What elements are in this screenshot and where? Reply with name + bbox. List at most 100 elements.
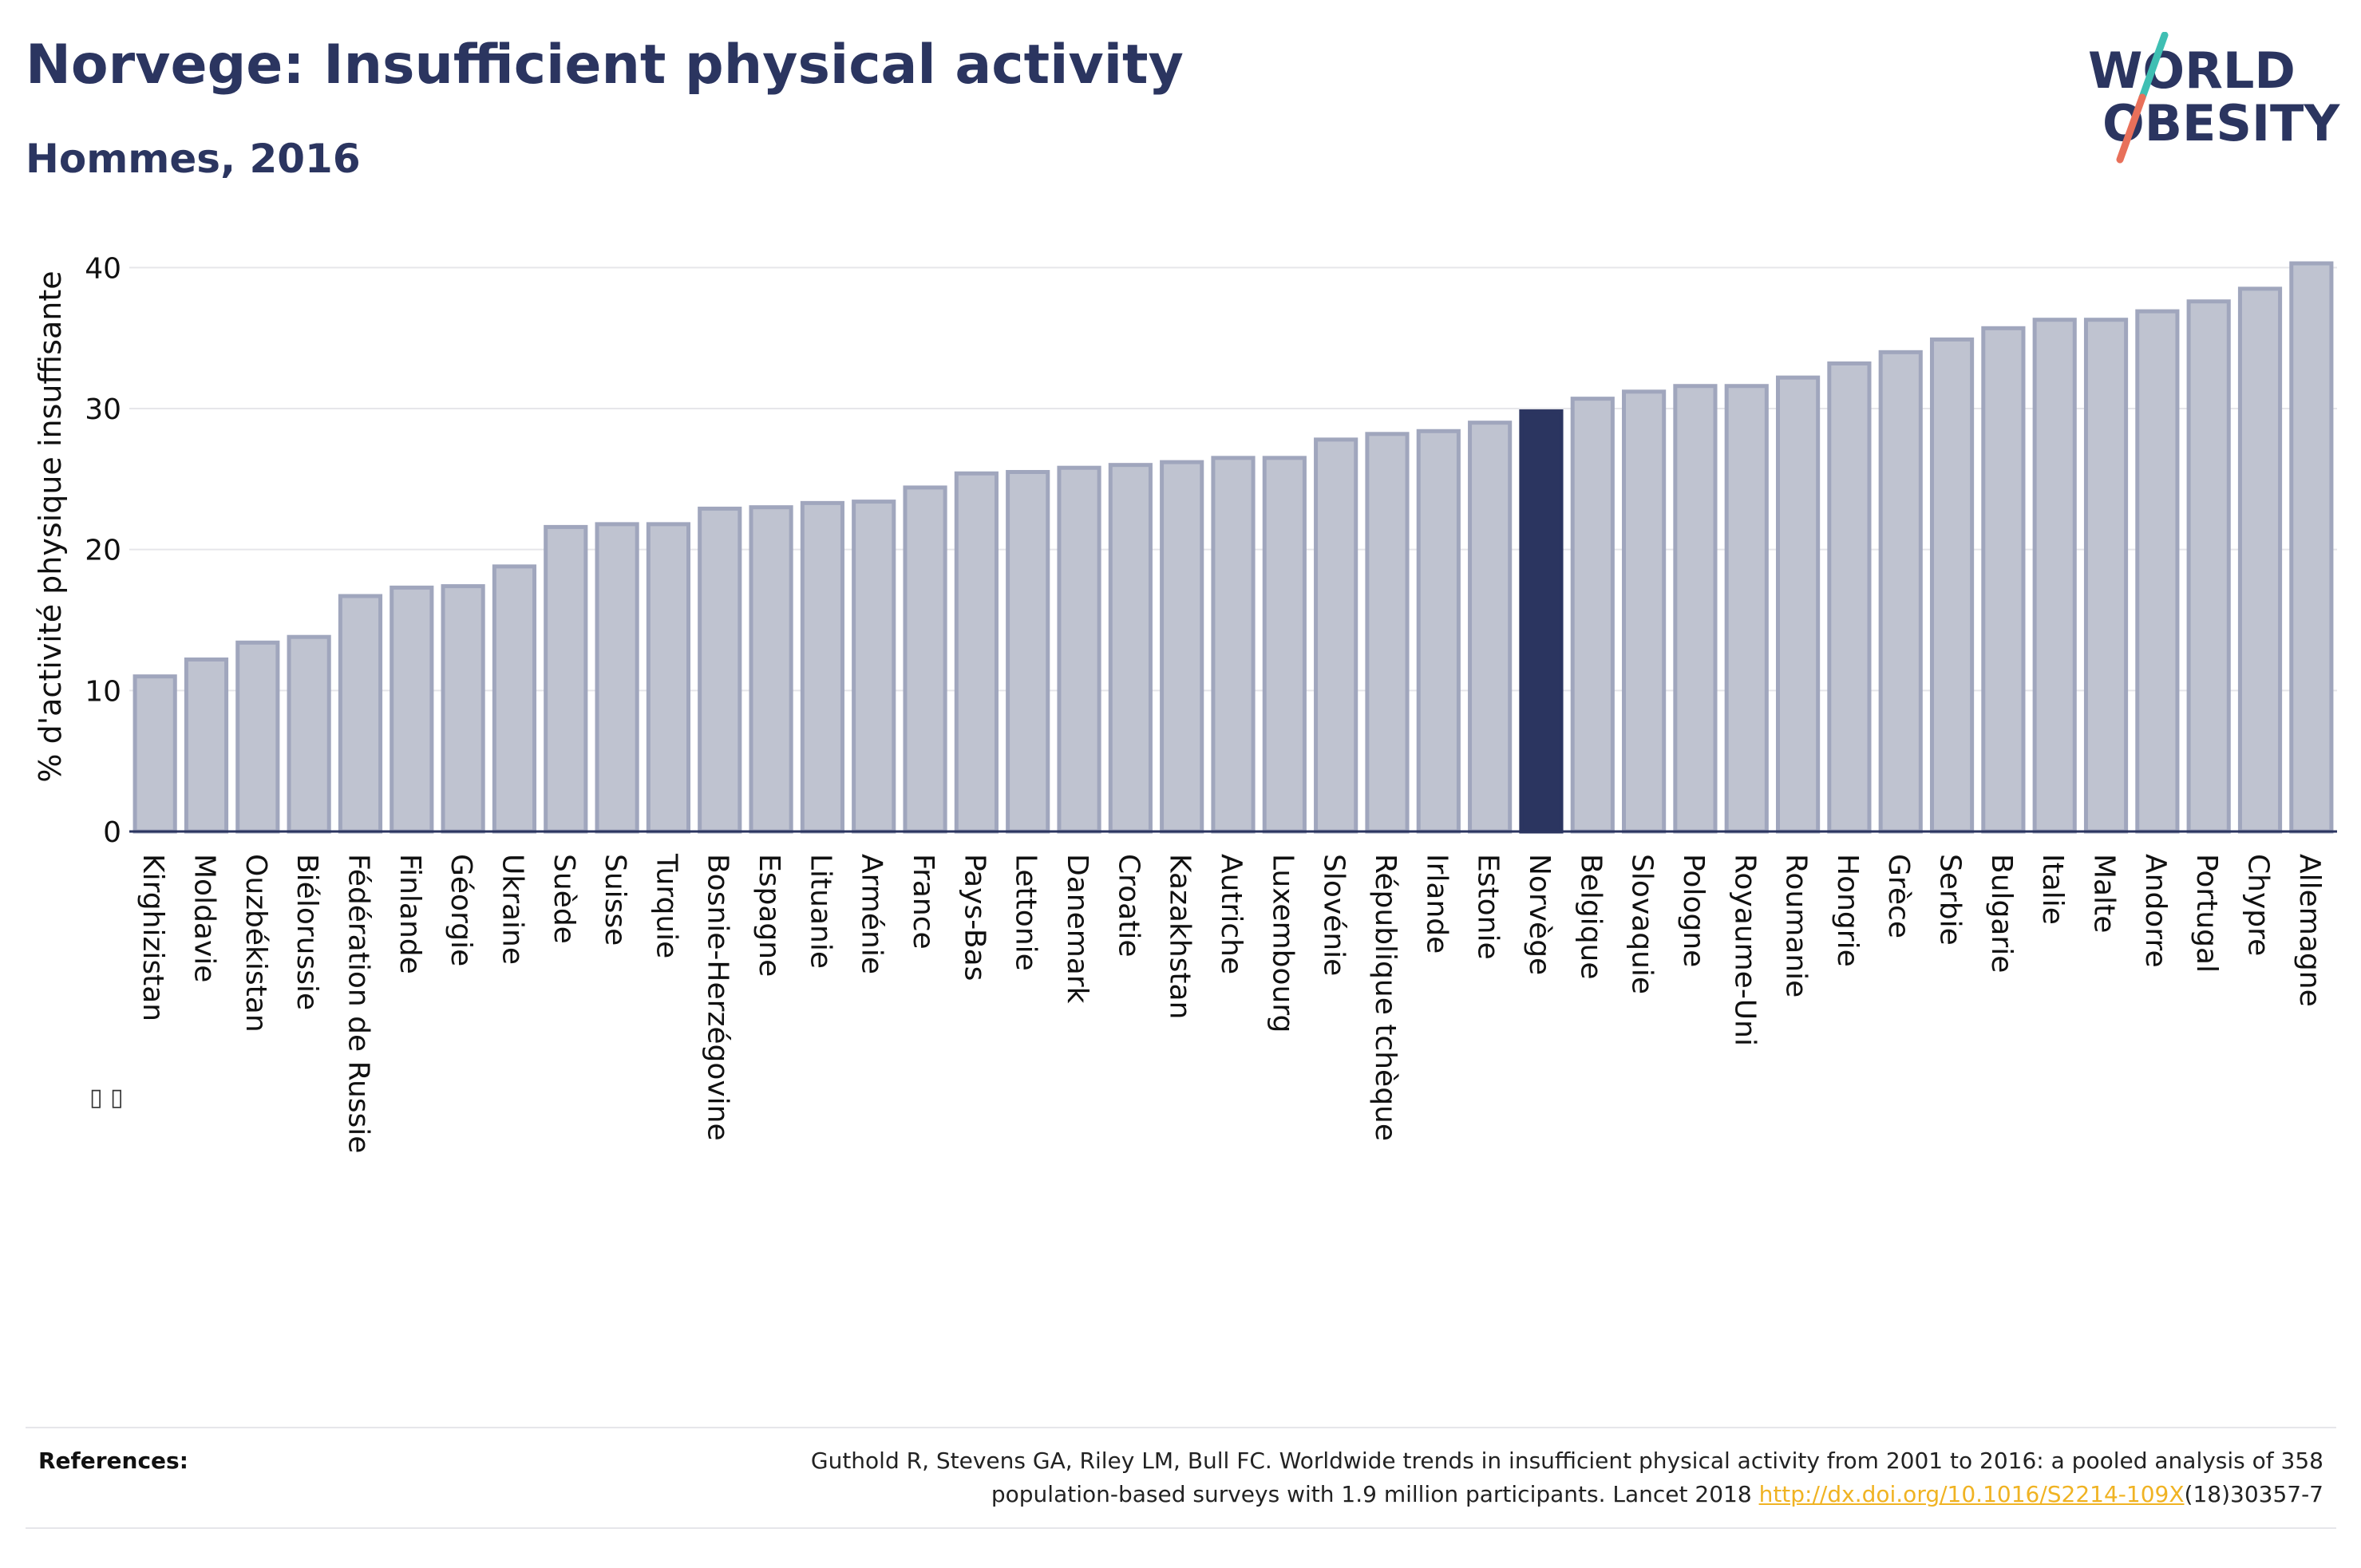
x-tick-label: Autriche [1215, 854, 1248, 974]
references-text: Guthold R, Stevens GA, Riley LM, Bull FC… [488, 1444, 2323, 1511]
x-tick-label: Allemagne [2293, 854, 2326, 1007]
x-tick-label: Malte [2088, 854, 2121, 933]
x-tick-label: Ukraine [496, 854, 528, 965]
x-tick-label: Slovénie [1318, 854, 1351, 976]
x-tick-label: Roumanie [1780, 854, 1813, 997]
reference-line-1: Guthold R, Stevens GA, Riley LM, Bull FC… [810, 1448, 2323, 1474]
bar[interactable] [235, 640, 280, 834]
bar[interactable] [595, 522, 639, 834]
y-tick-label: 20 [85, 535, 121, 567]
chart-toolbar-icons[interactable]: ▯ ▯ [89, 1084, 124, 1112]
bar[interactable] [1365, 432, 1410, 834]
bar[interactable] [954, 471, 999, 834]
x-tick-label: Pologne [1677, 854, 1710, 967]
bar[interactable] [1211, 456, 1256, 834]
bar[interactable] [132, 674, 177, 834]
bar[interactable] [2032, 318, 2077, 834]
y-tick-label: 10 [85, 675, 121, 708]
bar[interactable] [1570, 397, 1615, 834]
bar[interactable] [492, 564, 537, 834]
x-tick-label: Danemark [1061, 854, 1093, 1004]
x-tick-label: Ouzbékistan [239, 854, 272, 1033]
reference-line-2-end: (18)30357-7 [2184, 1481, 2323, 1507]
bar[interactable] [1006, 470, 1050, 834]
x-tick-label: Moldavie [188, 854, 220, 982]
x-tick-label: Finlande [394, 854, 426, 974]
bar[interactable] [2237, 286, 2283, 834]
bar[interactable] [1827, 361, 1872, 834]
x-tick-label: Kazakhstan [1164, 854, 1196, 1019]
x-tick-label: Suisse [599, 854, 631, 946]
bar[interactable] [2186, 299, 2231, 834]
bar[interactable] [1622, 389, 1667, 834]
bar[interactable] [646, 522, 691, 834]
reference-line-2: population-based surveys with 1.9 millio… [488, 1478, 2323, 1511]
bar[interactable] [1724, 384, 1769, 834]
bar[interactable] [903, 485, 947, 834]
bars [132, 261, 2334, 834]
bar[interactable] [1878, 350, 1923, 834]
logo-slash-coral [2116, 93, 2146, 164]
bar[interactable] [287, 634, 331, 834]
bar-highlighted[interactable] [1519, 409, 1564, 834]
bar[interactable] [1416, 429, 1461, 834]
x-tick-label: Estonie [1472, 854, 1505, 960]
bar[interactable] [1057, 465, 1101, 834]
bar-chart: 0 10 20 30 40 Kirghizistan Moldavie Ouzbékistan… [33, 252, 2337, 1153]
x-tick-label: Chypre [2242, 854, 2275, 956]
x-tick-label: Lituanie [804, 854, 836, 969]
bar[interactable] [441, 584, 485, 834]
bar[interactable] [749, 505, 793, 834]
x-tick-label: Croatie [1112, 854, 1145, 958]
x-tick-label: Suède [548, 854, 580, 944]
y-axis-label: % d'activité physique insuffisante [33, 271, 68, 782]
x-tick-label: Pays-Bas [958, 854, 991, 981]
bar[interactable] [2289, 261, 2334, 834]
bar[interactable] [1314, 437, 1358, 834]
bar[interactable] [1262, 456, 1307, 834]
bar[interactable] [1468, 421, 1513, 834]
x-tick-label: Lettonie [1010, 854, 1042, 971]
x-tick-label: Portugal [2190, 854, 2223, 973]
bar[interactable] [1981, 326, 2026, 834]
chart-title: Norvege: Insufficient physical activity [26, 34, 1184, 97]
bar[interactable] [184, 657, 229, 834]
reference-doi-link[interactable]: http://dx.doi.org/10.1016/S2214-109X [1758, 1481, 2185, 1507]
x-tick-label: Bulgarie [1985, 854, 2018, 973]
x-tick-label: Serbie [1934, 854, 1967, 946]
x-tick-label: Arménie [856, 854, 888, 974]
bar[interactable] [852, 500, 896, 834]
x-tick-label: Hongrie [1831, 854, 1864, 967]
bar[interactable] [800, 500, 844, 834]
world-obesity-logo: WORLD OBESITY [2088, 32, 2340, 164]
x-tick-label: Italie [2036, 854, 2069, 925]
x-tick-label: Bosnie-Herzégovine [702, 854, 734, 1141]
x-tick-label: Grèce [1882, 854, 1915, 938]
bar[interactable] [338, 594, 383, 834]
references-section: References: Guthold R, Stevens GA, Riley… [26, 1427, 2336, 1529]
bar[interactable] [698, 506, 742, 834]
x-tick-label: Turquie [650, 853, 682, 958]
bar[interactable] [390, 585, 434, 834]
bar[interactable] [1775, 375, 1821, 834]
x-tick-label: Slovaquie [1626, 854, 1659, 994]
y-tick-label: 0 [103, 816, 121, 849]
y-tick-label: 40 [85, 252, 121, 285]
x-tick-label: Luxembourg [1266, 854, 1299, 1033]
axes: 0 10 20 30 40 Kirghizistan Moldavie Ouzbékistan… [85, 252, 2337, 1153]
bar[interactable] [1673, 384, 1718, 834]
logo-slash-teal [2138, 32, 2169, 101]
references-label: References: [38, 1448, 188, 1474]
y-tick-label: 30 [85, 393, 121, 426]
chart-subtitle: Hommes, 2016 [26, 136, 361, 182]
x-tick-label: Biélorussie [291, 854, 323, 1010]
bar[interactable] [544, 524, 588, 834]
bar[interactable] [2083, 318, 2129, 834]
bar[interactable] [2135, 309, 2180, 834]
bar[interactable] [1160, 460, 1204, 834]
bar[interactable] [1929, 337, 1975, 834]
logo-line-world: WORLD [2088, 41, 2296, 100]
bar[interactable] [1108, 463, 1153, 834]
x-tick-label: Irlande [1420, 854, 1453, 954]
x-tick-label: Fédération de Russie [342, 854, 374, 1153]
